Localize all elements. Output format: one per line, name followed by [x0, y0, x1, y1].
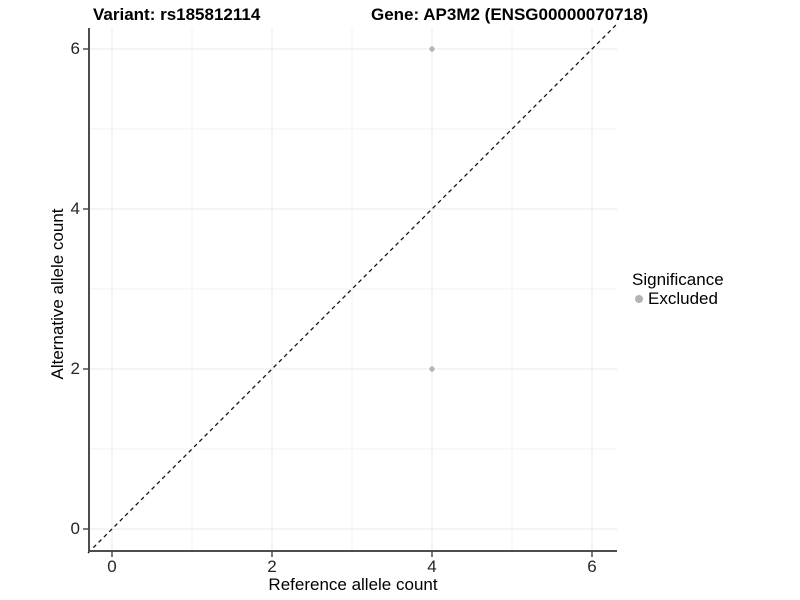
- data-points: [429, 46, 435, 372]
- axis-lines: [88, 28, 617, 552]
- x-tick-label: 2: [267, 557, 277, 576]
- tick-marks: [83, 48, 593, 557]
- legend: Significance Excluded: [632, 270, 724, 308]
- y-tick-label: 2: [70, 359, 80, 378]
- legend-item-label: Excluded: [648, 289, 718, 308]
- excluded-point-icon: [635, 294, 643, 303]
- y-tick-label: 0: [70, 519, 80, 538]
- plot-title-gene: Gene: AP3M2 (ENSG00000070718): [371, 5, 649, 24]
- y-tick-label: 4: [70, 199, 80, 218]
- data-point: [429, 366, 435, 372]
- legend-item-excluded: Excluded: [632, 289, 724, 308]
- y-tick-label: 6: [70, 39, 80, 58]
- plot-canvas: [83, 24, 617, 557]
- gridlines: [88, 28, 617, 552]
- y-axis-title: Alternative allele count: [48, 208, 67, 380]
- x-tick-label: 4: [427, 557, 437, 576]
- x-tick-label: 0: [107, 557, 117, 576]
- plot-panel: [83, 24, 617, 557]
- x-axis-title: Reference allele count: [268, 575, 438, 594]
- x-tick-label: 6: [587, 557, 597, 576]
- legend-title: Significance: [632, 270, 724, 289]
- plot-title-variant: Variant: rs185812114: [93, 5, 261, 24]
- data-point: [429, 46, 435, 52]
